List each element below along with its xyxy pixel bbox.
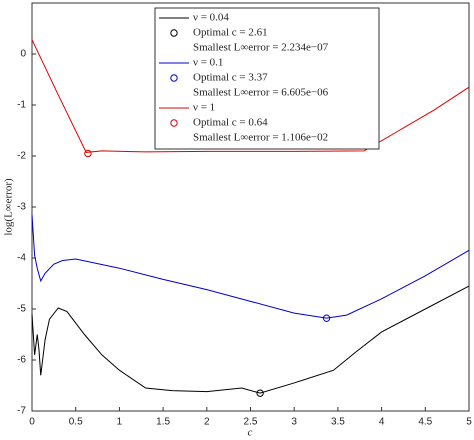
series-line	[31, 39, 470, 153]
x-tick-label: 2.5	[244, 417, 258, 428]
optimal-marker	[256, 389, 264, 397]
legend-optimal: Optimal c = 2.61	[193, 27, 268, 39]
y-tick-label: -5	[17, 304, 26, 315]
x-tick-label: 0.5	[69, 417, 83, 428]
x-tick-label: 1.5	[156, 417, 170, 428]
x-tick-label: 3.5	[331, 417, 345, 428]
y-tick-label: 0	[20, 49, 26, 60]
y-axis-label: log(L∞error)	[3, 178, 15, 236]
legend-label: ν = 0.04	[193, 12, 229, 24]
x-axis-label: c	[248, 427, 253, 439]
series-line	[31, 214, 470, 319]
x-tick-label: 4.5	[418, 417, 432, 428]
y-tick-label: -6	[17, 355, 26, 366]
y-tick-label: -4	[17, 253, 26, 264]
y-tick-label: -7	[17, 406, 26, 417]
x-tick-label: 4	[379, 417, 385, 428]
legend-smallest: Smallest L∞error = 1.106e−02	[193, 132, 328, 144]
legend-marker	[170, 74, 178, 82]
legend-smallest: Smallest L∞error = 6.605e−06	[193, 87, 329, 99]
x-tick-label: 5	[466, 417, 472, 428]
legend-label: ν = 1	[193, 102, 215, 114]
optimal-marker	[322, 314, 331, 322]
x-tick-label: 0	[29, 417, 35, 428]
legend-box	[154, 7, 380, 150]
series-line	[31, 285, 470, 394]
legend-optimal: Optimal c = 0.64	[193, 117, 268, 129]
legend-marker	[170, 119, 178, 127]
legend-smallest: Smallest L∞error = 2.234e−07	[193, 42, 329, 54]
legend-label: ν = 0.1	[193, 57, 223, 69]
y-tick-label: -3	[17, 202, 26, 213]
y-tick-label: -1	[17, 100, 26, 111]
x-tick-label: 3	[291, 417, 297, 428]
legend-optimal: Optimal c = 3.37	[193, 72, 268, 84]
x-tick-label: 2	[204, 417, 210, 428]
legend-marker	[170, 29, 178, 37]
optimal-marker	[84, 149, 92, 158]
y-tick-label: -2	[17, 151, 26, 162]
x-tick-label: 1	[117, 417, 123, 428]
